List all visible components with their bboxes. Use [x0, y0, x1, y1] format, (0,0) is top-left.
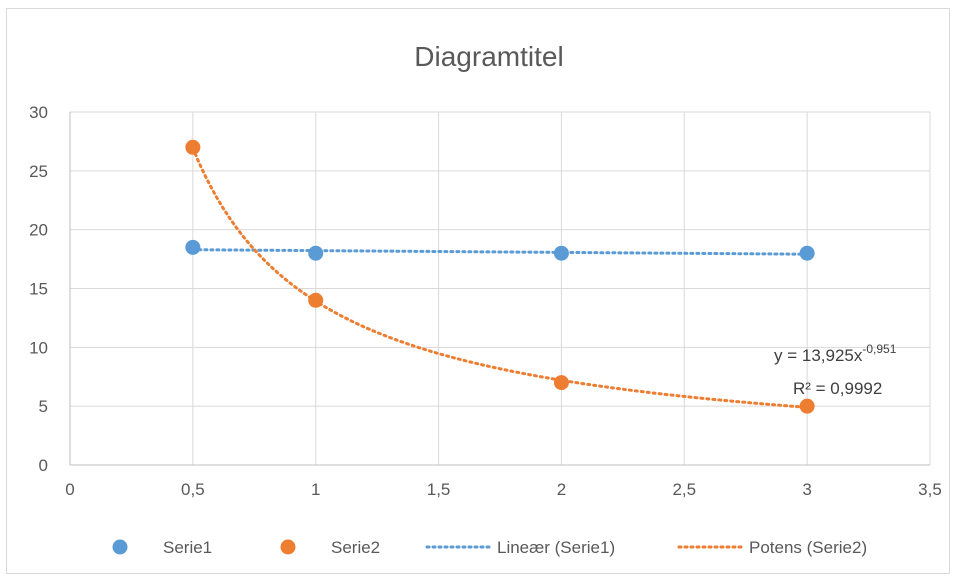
y-tick-label: 30: [29, 103, 48, 122]
point-serie1: [308, 245, 324, 261]
point-serie2: [308, 292, 324, 308]
point-serie1: [185, 239, 201, 255]
legend-label: Lineær (Serie1): [497, 538, 615, 557]
point-serie2: [185, 139, 201, 155]
chart-area: Diagramtitel 0 5 10 15 20 25 30 0 0,5 1 1,5 2 2,5 3 3,…: [6, 8, 950, 574]
legend-label: Potens (Serie2): [749, 538, 867, 557]
trendlines: [191, 146, 809, 409]
y-tick-label: 0: [39, 456, 48, 475]
r-squared-label: R² = 0,9992: [793, 379, 882, 398]
chart-svg: Diagramtitel 0 5 10 15 20 25 30 0 0,5 1 1,5 2 2,5 3 3,…: [29, 41, 942, 557]
point-serie1: [553, 245, 569, 261]
y-tick-label: 25: [29, 162, 48, 181]
chart-title: Diagramtitel: [414, 41, 563, 72]
data-points: [185, 139, 815, 414]
legend-marker-serie2: [280, 539, 296, 555]
legend-label: Serie1: [163, 538, 212, 557]
x-tick-label: 0,5: [181, 480, 205, 499]
y-tick-label: 10: [29, 338, 48, 357]
point-serie1: [799, 245, 815, 261]
legend-marker-serie1: [112, 539, 128, 555]
x-tick-label: 2: [557, 480, 566, 499]
x-tick-label: 2,5: [672, 480, 696, 499]
equation-label: y = 13,925x-0,951: [774, 342, 897, 365]
axes: 0 5 10 15 20 25 30 0 0,5 1 1,5 2 2,5 3 3,5: [29, 103, 942, 499]
y-tick-label: 15: [29, 280, 48, 299]
legend: Serie1 Serie2 Lineær (Serie1) Potens (Serie…: [112, 538, 867, 557]
power-trendline-serie2: [191, 146, 809, 409]
linear-trendline-serie1: [191, 248, 809, 256]
y-tick-label: 5: [39, 397, 48, 416]
trendline-equation: y = 13,925x-0,951 R² = 0,9992: [774, 342, 897, 398]
point-serie2: [553, 375, 569, 391]
x-tick-label: 0: [65, 480, 74, 499]
x-tick-label: 3: [802, 480, 811, 499]
x-tick-label: 1: [311, 480, 320, 499]
x-tick-label: 3,5: [918, 480, 942, 499]
point-serie2: [799, 398, 815, 414]
grid: [70, 111, 931, 465]
y-tick-label: 20: [29, 221, 48, 240]
x-tick-label: 1,5: [427, 480, 451, 499]
legend-label: Serie2: [331, 538, 380, 557]
